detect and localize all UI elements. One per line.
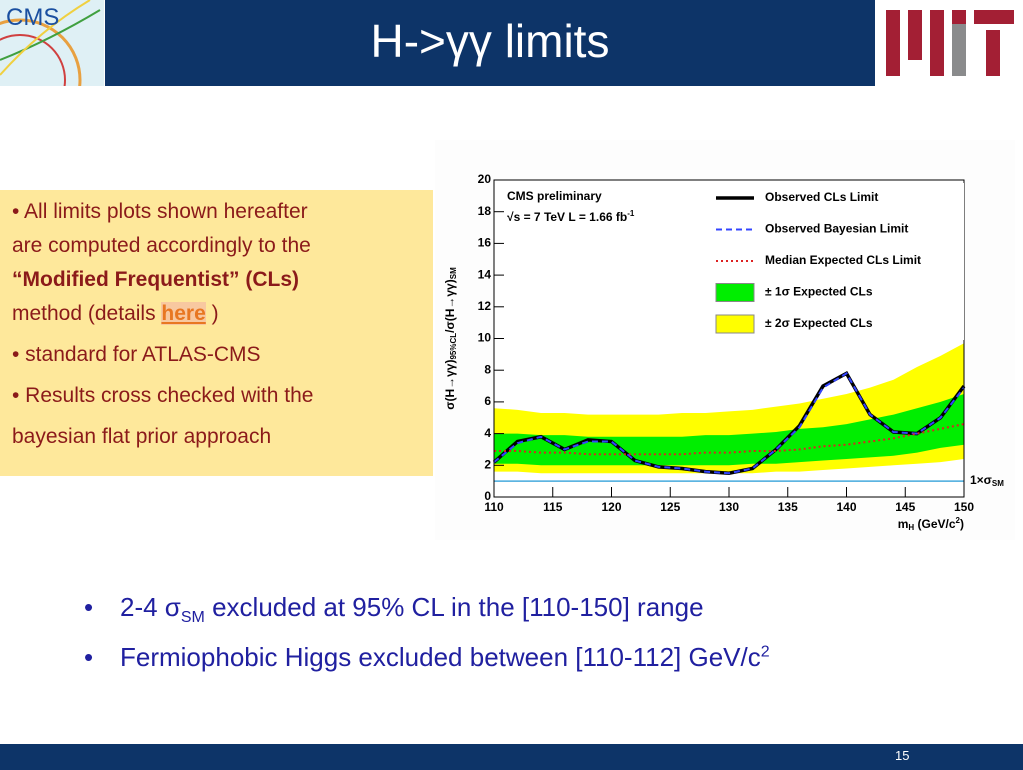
x-axis-label-part: 2	[956, 516, 961, 525]
x-tick-label: 150	[954, 500, 974, 514]
line	[493, 371, 965, 475]
y-tick-label: 18	[478, 204, 492, 218]
y-tick-label: 2	[484, 457, 491, 471]
legend-label: ± 1σ Expected CLs	[765, 285, 873, 299]
note-line: • standard for ATLAS-CMS	[12, 343, 261, 367]
cms-logo-text: CMS	[6, 4, 60, 31]
page-number: 15	[895, 748, 910, 763]
note-text: • standard for ATLAS-CMS	[12, 343, 261, 366]
note-line: bayesian flat prior approach	[12, 425, 271, 449]
note-text: method (details	[12, 302, 162, 325]
bullet-marker: •	[84, 592, 94, 622]
x-tick-label: 145	[895, 500, 915, 514]
note-text: bayesian flat prior approach	[12, 425, 272, 448]
y-axis-label-part: 95%CL	[449, 333, 458, 360]
y-tick-label: 20	[478, 172, 492, 186]
note-line: method (details here )	[12, 302, 219, 326]
x-tick-label: 130	[719, 500, 739, 514]
y-tick-label: 6	[484, 394, 491, 408]
note-text: )	[205, 302, 219, 325]
bullet-part: 2	[760, 643, 770, 661]
slide-title: H->γγ limits	[370, 15, 610, 67]
y-tick-label: 4	[484, 426, 491, 440]
annotation: CMS preliminary	[507, 189, 602, 203]
note-line: “Modified Frequentist” (CLs)	[12, 268, 299, 292]
bullet-part: 2-4 σ	[120, 592, 181, 622]
link[interactable]: here	[161, 302, 206, 325]
bullet-part: Fermiophobic Higgs excluded between [110…	[120, 642, 761, 672]
note-box: • All limits plots shown hereafter are co…	[0, 190, 433, 476]
legend-label: Median Expected CLs Limit	[765, 253, 921, 267]
y-tick-label: 0	[484, 489, 491, 503]
note-text: are computed accordingly to the	[12, 234, 311, 257]
cms-logo: CMS	[0, 0, 104, 86]
annotation-part: √s = 7 TeV L = 1.66 fb	[507, 210, 627, 224]
y-tick-label: 12	[478, 299, 492, 313]
mit-logo	[886, 10, 1014, 76]
legend-swatch	[715, 314, 755, 334]
x-tick-label: 125	[660, 500, 680, 514]
y-tick-label: 8	[484, 362, 491, 376]
annotation: √s = 7 TeV L = 1.66 fb-1	[507, 209, 635, 224]
cms-logo-graphic	[0, 0, 101, 86]
y-axis-label-part: /σ(H→γγ)	[443, 279, 457, 333]
note-text: • Results cross checked with the	[12, 384, 314, 407]
footer: 15	[0, 744, 1023, 770]
x-axis-label: mH (GeV/c2)	[898, 516, 964, 532]
y-tick-label: 16	[478, 236, 492, 250]
legend-label: Observed CLs Limit	[765, 190, 878, 204]
bullet-part: SM	[180, 609, 205, 627]
note-line: • Results cross checked with the	[12, 384, 313, 408]
note-line: are computed accordingly to the	[12, 234, 311, 258]
x-tick-label: 135	[778, 500, 798, 514]
bullet-marker: •	[84, 642, 94, 672]
x-axis-label-part: )	[960, 517, 964, 531]
y-axis-label-part: SM	[449, 267, 458, 279]
bullet-part: excluded at 95% CL in the [110-150] rang…	[204, 592, 704, 622]
annotation-part: -1	[627, 209, 635, 218]
reference-label-part: SM	[992, 479, 1004, 488]
y-axis-label-part: σ(H→γγ)	[443, 360, 457, 410]
legend-label: Observed Bayesian Limit	[765, 222, 908, 236]
note-text: • All limits plots shown hereafter	[12, 200, 308, 223]
x-axis-label-part: H	[908, 523, 914, 532]
note-line: • All limits plots shown hereafter	[12, 200, 308, 224]
x-tick-label: 110	[484, 500, 504, 514]
x-axis-label-part: m	[898, 517, 909, 531]
x-tick-label: 115	[543, 500, 563, 514]
legend-box	[707, 183, 964, 340]
y-tick-label: 14	[478, 267, 492, 281]
y-axis-label: σ(H→γγ)95%CL/σ(H→γγ)SM	[443, 267, 458, 410]
band	[494, 393, 964, 466]
title-bar: H->γγ limits	[105, 0, 875, 86]
legend-label: ± 2σ Expected CLs	[765, 316, 873, 330]
x-axis-label-part: (GeV/c	[914, 517, 956, 531]
header: CMS H->γγ limits	[0, 0, 1023, 88]
x-tick-label: 140	[836, 500, 856, 514]
reference-label-part: 1×σ	[970, 473, 992, 487]
bullet-text: 2-4 σSM excluded at 95% CL in the [110-1…	[120, 592, 704, 627]
legend-swatch	[715, 283, 755, 302]
reference-label: 1×σSM	[970, 473, 1004, 488]
bullet-text: Fermiophobic Higgs excluded between [110…	[120, 642, 770, 673]
x-tick-label: 120	[601, 500, 621, 514]
note-text: “Modified Frequentist” (CLs)	[12, 268, 299, 291]
line	[494, 423, 965, 456]
y-tick-label: 10	[478, 331, 492, 345]
